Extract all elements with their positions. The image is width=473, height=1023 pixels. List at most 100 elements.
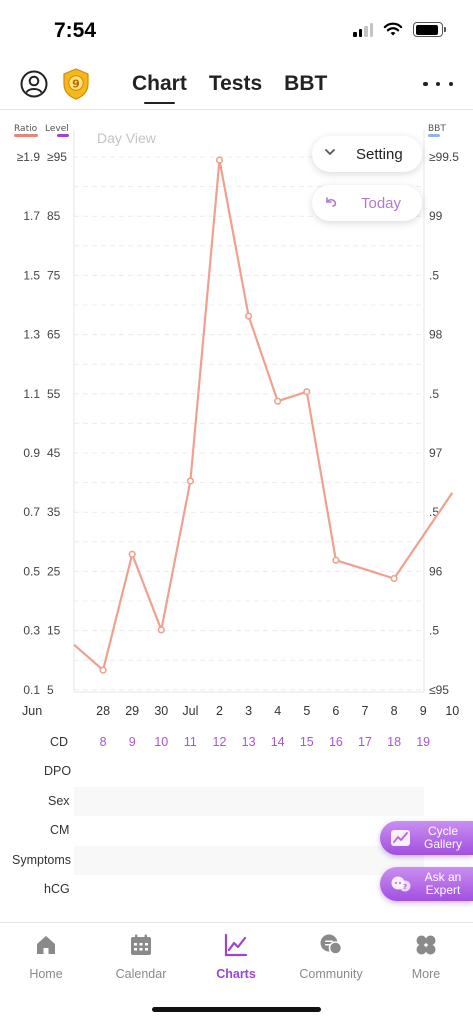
- date-label: 29: [125, 704, 140, 718]
- bbt-tick-label: 97: [429, 446, 443, 460]
- nav-calendar[interactable]: Calendar: [101, 933, 181, 981]
- cycle-gallery-button[interactable]: Cycle Gallery: [380, 821, 473, 855]
- date-label: 4: [274, 704, 282, 718]
- data-point[interactable]: [332, 556, 340, 564]
- ratio-tick-label: 1.1: [23, 387, 40, 401]
- bottom-navigation: Home Calendar Charts Community More: [0, 922, 473, 1023]
- calendar-icon: [131, 934, 151, 955]
- data-point[interactable]: [186, 477, 194, 485]
- cd-value: 14: [270, 735, 285, 749]
- cd-row-label: CD: [50, 735, 69, 749]
- setting-button[interactable]: Setting: [312, 136, 422, 172]
- bbt-tick-label: ≥99.5: [429, 150, 459, 164]
- nav-charts[interactable]: Charts: [196, 933, 276, 981]
- cd-value: 12: [212, 735, 227, 749]
- data-point[interactable]: [390, 574, 398, 583]
- date-label: 9: [419, 704, 427, 718]
- cellular-signal-icon: [353, 22, 373, 37]
- tab-chart[interactable]: Chart: [132, 72, 187, 104]
- date-label: 6: [332, 704, 340, 718]
- cd-value: 17: [358, 735, 372, 749]
- ratio-tick-label: 0.9: [23, 446, 40, 460]
- battery-icon: [413, 22, 446, 37]
- status-bar: 7:54: [0, 0, 473, 60]
- symptoms-row-stripe: [74, 846, 424, 875]
- data-point[interactable]: [215, 156, 224, 164]
- level-tick-label: ≥95: [47, 150, 67, 164]
- profile-avatar-icon[interactable]: [20, 70, 48, 98]
- today-button[interactable]: Today: [312, 185, 422, 221]
- svg-text:?: ?: [403, 883, 407, 891]
- cd-value: 16: [328, 735, 343, 749]
- level-tick-label: 5: [47, 683, 54, 697]
- cd-value: 11: [183, 735, 197, 749]
- bbt-tick-label: ≤95: [429, 683, 449, 697]
- setting-label: Setting: [356, 146, 403, 163]
- cd-value: 18: [387, 735, 402, 749]
- date-label: 8: [390, 704, 398, 718]
- cycle-gallery-label: Cycle Gallery: [423, 824, 462, 851]
- wifi-icon: [383, 22, 403, 36]
- chart-grid: [74, 156, 424, 691]
- sex-row-stripe: [74, 787, 424, 816]
- bbt-tick-label: .5: [429, 624, 439, 638]
- nav-calendar-label: Calendar: [115, 967, 167, 981]
- axis-ticks: ≥1.9 1.7 1.5 1.3 1.1 0.9 0.7 0.5 0.3 0.1 ≥95 85 75 65…: [17, 150, 460, 697]
- level-tick-label: 35: [47, 505, 61, 519]
- date-label: 28: [96, 704, 111, 718]
- more-grid-icon: [416, 935, 436, 955]
- bbt-tick-label: 99: [429, 209, 443, 223]
- level-badge-icon[interactable]: 9: [62, 68, 90, 100]
- ratio-legend-swatch: [14, 134, 38, 137]
- view-tabs: Chart Tests BBT: [132, 72, 328, 104]
- level-tick-label: 85: [47, 209, 61, 223]
- symptoms-row-label: Symptoms: [12, 853, 72, 867]
- bbt-tick-label: .5: [429, 268, 439, 282]
- hcg-row-label: hCG: [44, 882, 70, 896]
- data-point[interactable]: [99, 666, 107, 674]
- data-point[interactable]: [274, 397, 282, 405]
- date-label: 30: [154, 704, 169, 718]
- community-icon: [320, 934, 343, 955]
- nav-home[interactable]: Home: [6, 933, 86, 981]
- data-point[interactable]: [245, 312, 253, 320]
- cd-value: 15: [299, 735, 314, 749]
- ratio-tick-label: ≥1.9: [17, 150, 41, 164]
- ratio-tick-label: 1.3: [23, 328, 40, 342]
- ratio-tick-label: 1.5: [23, 268, 40, 282]
- level-tick-label: 55: [47, 387, 61, 401]
- expert-chat-icon: ?: [391, 876, 411, 892]
- nav-more[interactable]: More: [386, 933, 466, 981]
- ratio-tick-label: 1.7: [23, 209, 40, 223]
- nav-community[interactable]: Community: [291, 933, 371, 981]
- bbt-legend-swatch: [428, 134, 440, 137]
- data-point[interactable]: [128, 550, 136, 558]
- today-label: Today: [361, 195, 402, 212]
- series-points: [99, 156, 398, 674]
- dpo-row-label: DPO: [44, 764, 72, 778]
- date-label: 7: [361, 704, 369, 718]
- tab-tests[interactable]: Tests: [208, 72, 263, 95]
- cm-row-label: CM: [50, 823, 70, 837]
- level-tick-label: 45: [47, 446, 61, 460]
- bbt-legend: BBT: [428, 124, 446, 134]
- level-tick-label: 75: [47, 268, 61, 282]
- data-point[interactable]: [303, 388, 311, 396]
- series-line: [73, 158, 454, 672]
- chart-area[interactable]: Ratio Level BBT Day View ≥1.9 1.7 1.5 1.3 1.…: [0, 110, 473, 720]
- cd-value: 19: [416, 735, 431, 749]
- date-label: Jul: [182, 704, 199, 718]
- level-tick-label: 15: [47, 624, 61, 638]
- more-options-icon[interactable]: [423, 70, 453, 98]
- ratio-legend: Ratio: [14, 124, 38, 134]
- sex-row-label: Sex: [48, 794, 70, 808]
- ask-expert-label: Ask an Expert: [424, 870, 462, 897]
- ratio-tick-label: 0.5: [23, 564, 40, 578]
- tab-bbt[interactable]: BBT: [284, 72, 328, 95]
- ask-expert-button[interactable]: ? Ask an Expert: [380, 867, 473, 901]
- home-icon: [37, 936, 55, 954]
- ratio-tick-label: 0.7: [23, 505, 40, 519]
- data-point[interactable]: [157, 626, 165, 634]
- ratio-tick-label: 0.1: [23, 683, 40, 697]
- chevron-down-icon: [325, 149, 335, 155]
